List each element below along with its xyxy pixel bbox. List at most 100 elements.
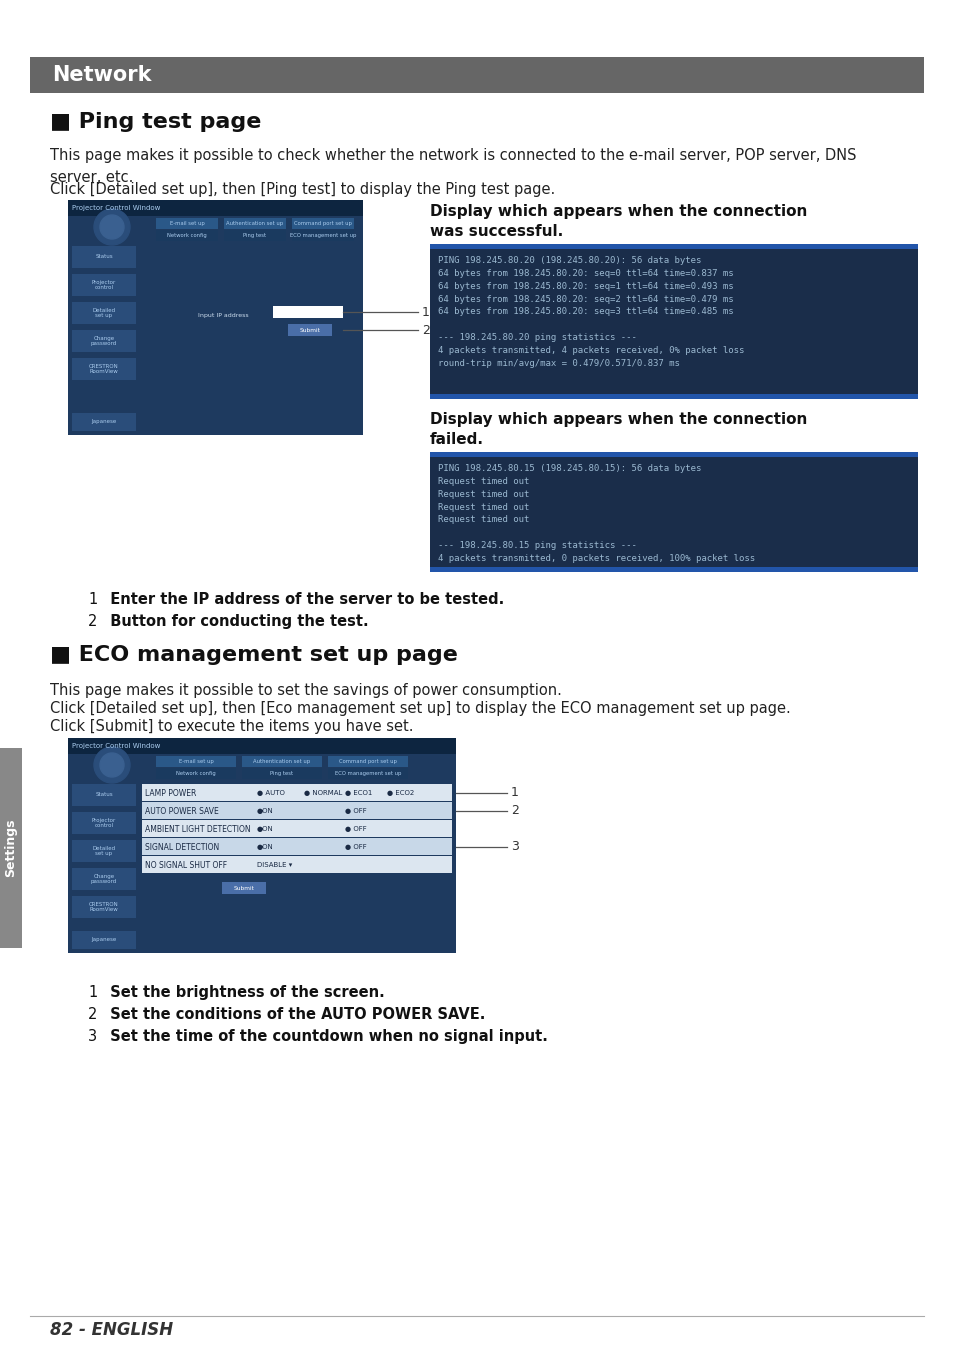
Text: Japanese: Japanese [91, 937, 116, 942]
Text: ● OFF: ● OFF [345, 826, 366, 832]
Bar [71, 896, 136, 918]
Text: Status: Status [95, 792, 112, 798]
Bar [430, 244, 917, 400]
Bar [328, 768, 408, 779]
Text: Command port set up: Command port set up [338, 759, 396, 764]
Bar [224, 230, 286, 242]
Text: 82 - ENGLISH: 82 - ENGLISH [50, 1322, 172, 1339]
Bar [156, 230, 218, 242]
Text: Japanese: Japanese [91, 420, 116, 424]
Bar [142, 838, 452, 855]
Text: Set the time of the countdown when no signal input.: Set the time of the countdown when no si… [100, 1029, 547, 1044]
Text: ■ Ping test page: ■ Ping test page [50, 112, 261, 132]
Text: ● ECO2: ● ECO2 [387, 790, 414, 796]
Text: SIGNAL DETECTION: SIGNAL DETECTION [145, 842, 219, 852]
Text: 1: 1 [511, 787, 518, 799]
Text: ● ECO1: ● ECO1 [345, 790, 372, 796]
Circle shape [100, 753, 124, 778]
Text: Change
password: Change password [91, 336, 117, 347]
Text: Settings: Settings [5, 818, 17, 878]
Text: ● AUTO: ● AUTO [256, 790, 285, 796]
Text: Change
password: Change password [91, 873, 117, 884]
Text: CRESTRON
RoomView: CRESTRON RoomView [89, 363, 119, 374]
Text: Detailed
set up: Detailed set up [92, 845, 115, 856]
Text: Set the brightness of the screen.: Set the brightness of the screen. [100, 986, 384, 1000]
Bar [68, 738, 456, 755]
Bar [328, 756, 408, 767]
Text: Submit: Submit [233, 886, 254, 891]
Bar [71, 358, 136, 379]
Text: ● OFF: ● OFF [345, 844, 366, 850]
Text: 3: 3 [88, 1029, 97, 1044]
Bar [156, 768, 235, 779]
Bar [222, 882, 266, 894]
Bar [71, 329, 136, 352]
Text: Set the conditions of the AUTO POWER SAVE.: Set the conditions of the AUTO POWER SAV… [100, 1007, 485, 1022]
Bar [242, 756, 322, 767]
Text: Button for conducting the test.: Button for conducting the test. [100, 614, 368, 629]
Text: Input IP address: Input IP address [198, 312, 249, 317]
Bar [142, 802, 452, 819]
Text: Status: Status [95, 255, 112, 259]
Bar [68, 738, 456, 953]
Text: This page makes it possible to check whether the network is connected to the e-m: This page makes it possible to check whe… [50, 148, 856, 185]
Text: Click [Submit] to execute the items you have set.: Click [Submit] to execute the items you … [50, 720, 413, 734]
Text: ECO management set up: ECO management set up [290, 232, 355, 238]
Text: Click [Detailed set up], then [Eco management set up] to display the ECO managem: Click [Detailed set up], then [Eco manag… [50, 701, 790, 716]
Text: Display which appears when the connection
was successful.: Display which appears when the connectio… [430, 204, 806, 239]
Bar [71, 868, 136, 890]
Bar [273, 306, 343, 319]
Bar [224, 217, 286, 230]
Text: ● NORMAL: ● NORMAL [304, 790, 342, 796]
Text: AMBIENT LIGHT DETECTION: AMBIENT LIGHT DETECTION [145, 825, 251, 833]
Text: Network config: Network config [176, 771, 215, 775]
Text: 2: 2 [421, 324, 430, 336]
Bar [430, 452, 917, 458]
Text: ●ON: ●ON [256, 844, 274, 850]
Text: LAMP POWER: LAMP POWER [145, 788, 196, 798]
Text: Ping test: Ping test [243, 232, 266, 238]
Text: 1: 1 [88, 593, 97, 608]
Bar [288, 324, 332, 336]
Text: ECO management set up: ECO management set up [335, 771, 401, 775]
Bar [71, 811, 136, 834]
Bar [292, 217, 354, 230]
Text: ●ON: ●ON [256, 809, 274, 814]
Text: 1: 1 [421, 305, 430, 319]
Text: PING 198.245.80.20 (198.245.80.20): 56 data bytes
64 bytes from 198.245.80.20: s: PING 198.245.80.20 (198.245.80.20): 56 d… [437, 256, 743, 367]
Text: Projector
control: Projector control [91, 818, 116, 829]
Bar [430, 244, 917, 248]
Bar [156, 756, 235, 767]
Text: Display which appears when the connection
failed.: Display which appears when the connectio… [430, 412, 806, 447]
Text: AUTO POWER SAVE: AUTO POWER SAVE [145, 806, 218, 815]
Bar [71, 274, 136, 296]
Text: Ping test: Ping test [270, 771, 294, 775]
Text: 2: 2 [88, 1007, 97, 1022]
Text: This page makes it possible to set the savings of power consumption.: This page makes it possible to set the s… [50, 683, 561, 698]
Text: Authentication set up: Authentication set up [253, 759, 311, 764]
Text: 3: 3 [511, 841, 518, 853]
Text: NO SIGNAL SHUT OFF: NO SIGNAL SHUT OFF [145, 860, 227, 869]
Text: 1: 1 [88, 986, 97, 1000]
Text: Enter the IP address of the server to be tested.: Enter the IP address of the server to be… [100, 593, 504, 608]
Bar [30, 57, 923, 93]
Text: E-mail set up: E-mail set up [178, 759, 213, 764]
Bar [242, 768, 322, 779]
Circle shape [94, 747, 130, 783]
Text: 2: 2 [511, 805, 518, 818]
Bar [71, 784, 136, 806]
Bar [142, 856, 452, 873]
Bar [71, 840, 136, 863]
Bar [142, 819, 452, 837]
Bar [68, 200, 363, 435]
Text: Submit: Submit [299, 328, 320, 332]
Text: Projector Control Window: Projector Control Window [71, 743, 160, 749]
Bar [430, 394, 917, 400]
Bar [71, 413, 136, 431]
Text: CRESTRON
RoomView: CRESTRON RoomView [89, 902, 119, 913]
Text: 2: 2 [88, 614, 97, 629]
Text: DISABLE ▾: DISABLE ▾ [256, 863, 292, 868]
Text: Network config: Network config [167, 232, 207, 238]
Text: Click [Detailed set up], then [Ping test] to display the Ping test page.: Click [Detailed set up], then [Ping test… [50, 182, 555, 197]
Bar [71, 246, 136, 269]
